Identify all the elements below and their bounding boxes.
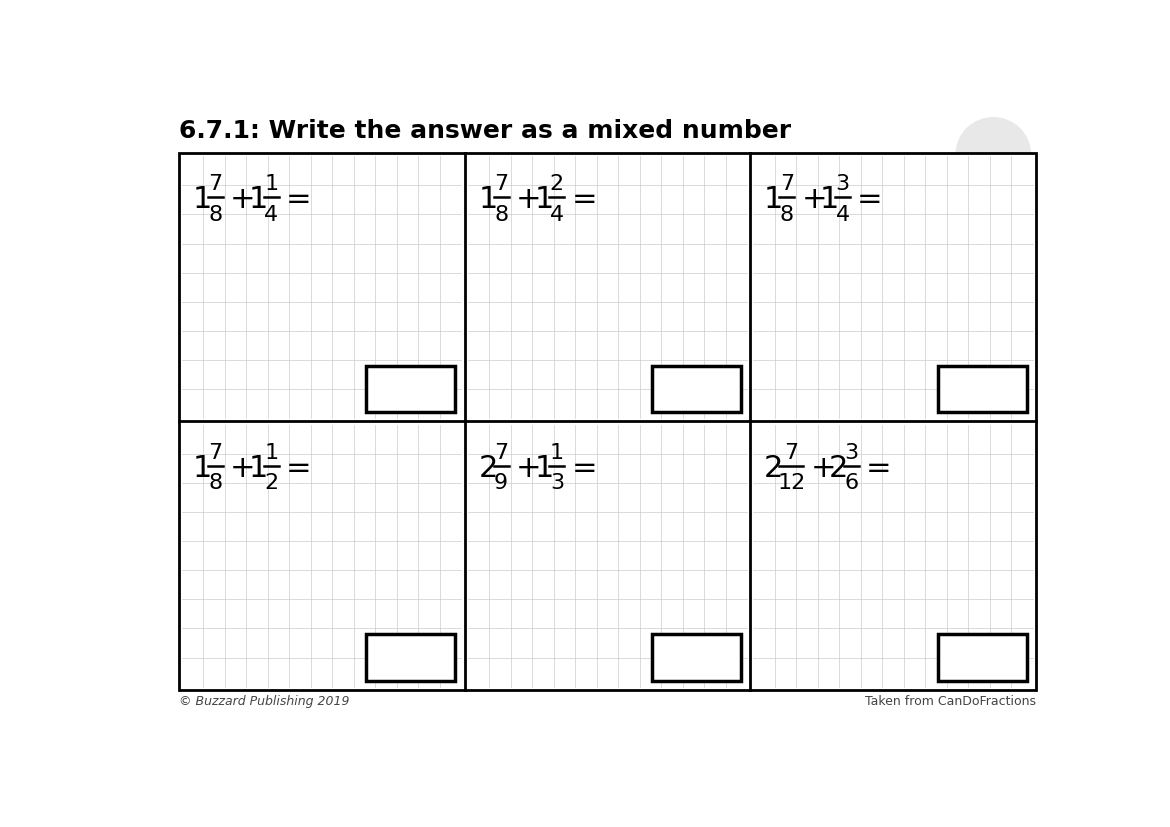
Text: 2: 2 (764, 453, 784, 483)
Text: 8: 8 (208, 205, 222, 225)
Bar (937, 366, 1026, 412)
Circle shape (956, 117, 1031, 192)
Text: 7: 7 (208, 442, 222, 462)
Text: 7: 7 (494, 174, 508, 194)
Text: 4: 4 (835, 205, 849, 225)
Text: 1: 1 (193, 453, 212, 483)
Text: =: = (285, 185, 311, 214)
Text: Taken from CanDoFractions: Taken from CanDoFractions (865, 695, 1035, 708)
Text: 1: 1 (264, 174, 278, 194)
Text: 3: 3 (835, 174, 849, 194)
Bar (179, 153, 1035, 690)
Text: 2: 2 (479, 453, 498, 483)
Bar (937, 634, 1026, 681)
Text: 1: 1 (193, 185, 212, 214)
Text: 9: 9 (494, 474, 508, 494)
Text: 4: 4 (550, 205, 564, 225)
Text: =: = (571, 185, 597, 214)
Bar (652, 366, 741, 412)
Bar (652, 634, 741, 681)
Text: 2: 2 (264, 474, 278, 494)
Text: 6.7.1: Write the answer as a mixed number: 6.7.1: Write the answer as a mixed numbe… (179, 119, 791, 143)
Text: +: + (230, 453, 255, 483)
Text: 8: 8 (208, 474, 222, 494)
Text: 1: 1 (764, 185, 784, 214)
Text: 2: 2 (550, 174, 564, 194)
Text: 3: 3 (845, 442, 859, 462)
Text: 8: 8 (494, 205, 508, 225)
Text: © Buzzard Publishing 2019: © Buzzard Publishing 2019 (179, 695, 350, 708)
Text: 4: 4 (264, 205, 278, 225)
Text: 7: 7 (779, 174, 794, 194)
Text: +: + (801, 185, 827, 214)
Text: =: = (285, 453, 311, 483)
Text: 7: 7 (784, 442, 798, 462)
Text: +: + (516, 453, 542, 483)
Text: 1: 1 (264, 442, 278, 462)
Text: =: = (858, 185, 883, 214)
Text: 1: 1 (820, 185, 839, 214)
Text: +: + (516, 185, 542, 214)
Text: 2: 2 (828, 453, 848, 483)
Text: 1: 1 (535, 185, 553, 214)
Text: 1: 1 (248, 185, 268, 214)
Text: 3: 3 (550, 474, 564, 494)
Text: 1: 1 (248, 453, 268, 483)
Text: +: + (811, 453, 835, 483)
Text: 8: 8 (779, 205, 794, 225)
Text: 12: 12 (777, 474, 805, 494)
Text: 6: 6 (845, 474, 859, 494)
Text: 7: 7 (208, 174, 222, 194)
Bar (366, 634, 455, 681)
Bar (366, 366, 455, 412)
Text: +: + (230, 185, 255, 214)
Text: 7: 7 (494, 442, 508, 462)
Text: =: = (571, 453, 597, 483)
Text: 1: 1 (479, 185, 498, 214)
Text: 1: 1 (550, 442, 564, 462)
Text: =: = (866, 453, 892, 483)
Text: 1: 1 (535, 453, 553, 483)
